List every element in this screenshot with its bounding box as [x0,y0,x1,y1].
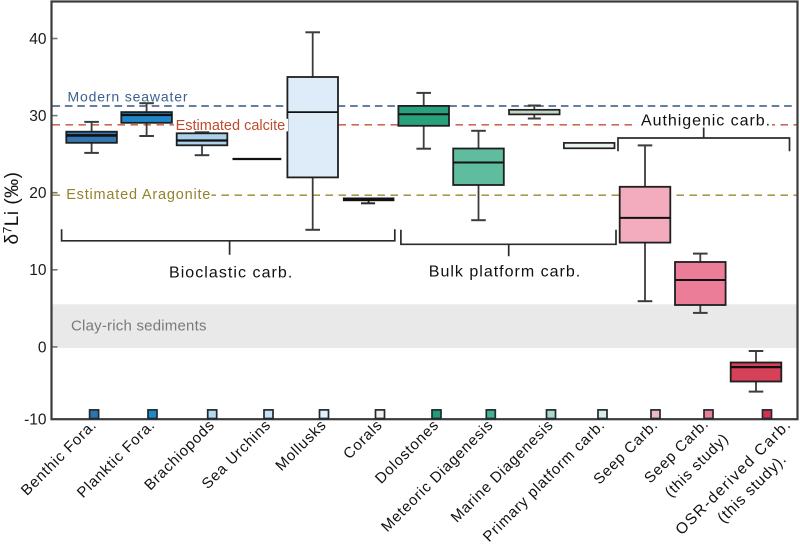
svg-text:20: 20 [29,185,47,202]
svg-text:Bulk platform carb.: Bulk platform carb. [429,264,581,281]
svg-text:δ7Li (‰): δ7Li (‰) [1,172,24,245]
svg-text:40: 40 [29,31,47,48]
svg-text:Authigenic carb.: Authigenic carb. [641,112,771,129]
svg-text:Bioclastic carb.: Bioclastic carb. [169,264,293,281]
svg-text:0: 0 [38,339,47,356]
svg-text:-10: -10 [24,412,47,429]
svg-text:30: 30 [29,108,47,125]
svg-text:Estimated Aragonite: Estimated Aragonite [66,187,211,203]
svg-text:Clay-rich sediments: Clay-rich sediments [71,318,207,335]
svg-text:10: 10 [29,262,47,279]
svg-text:Modern seawater: Modern seawater [68,89,189,105]
svg-text:Estimated calcite: Estimated calcite [176,118,286,134]
